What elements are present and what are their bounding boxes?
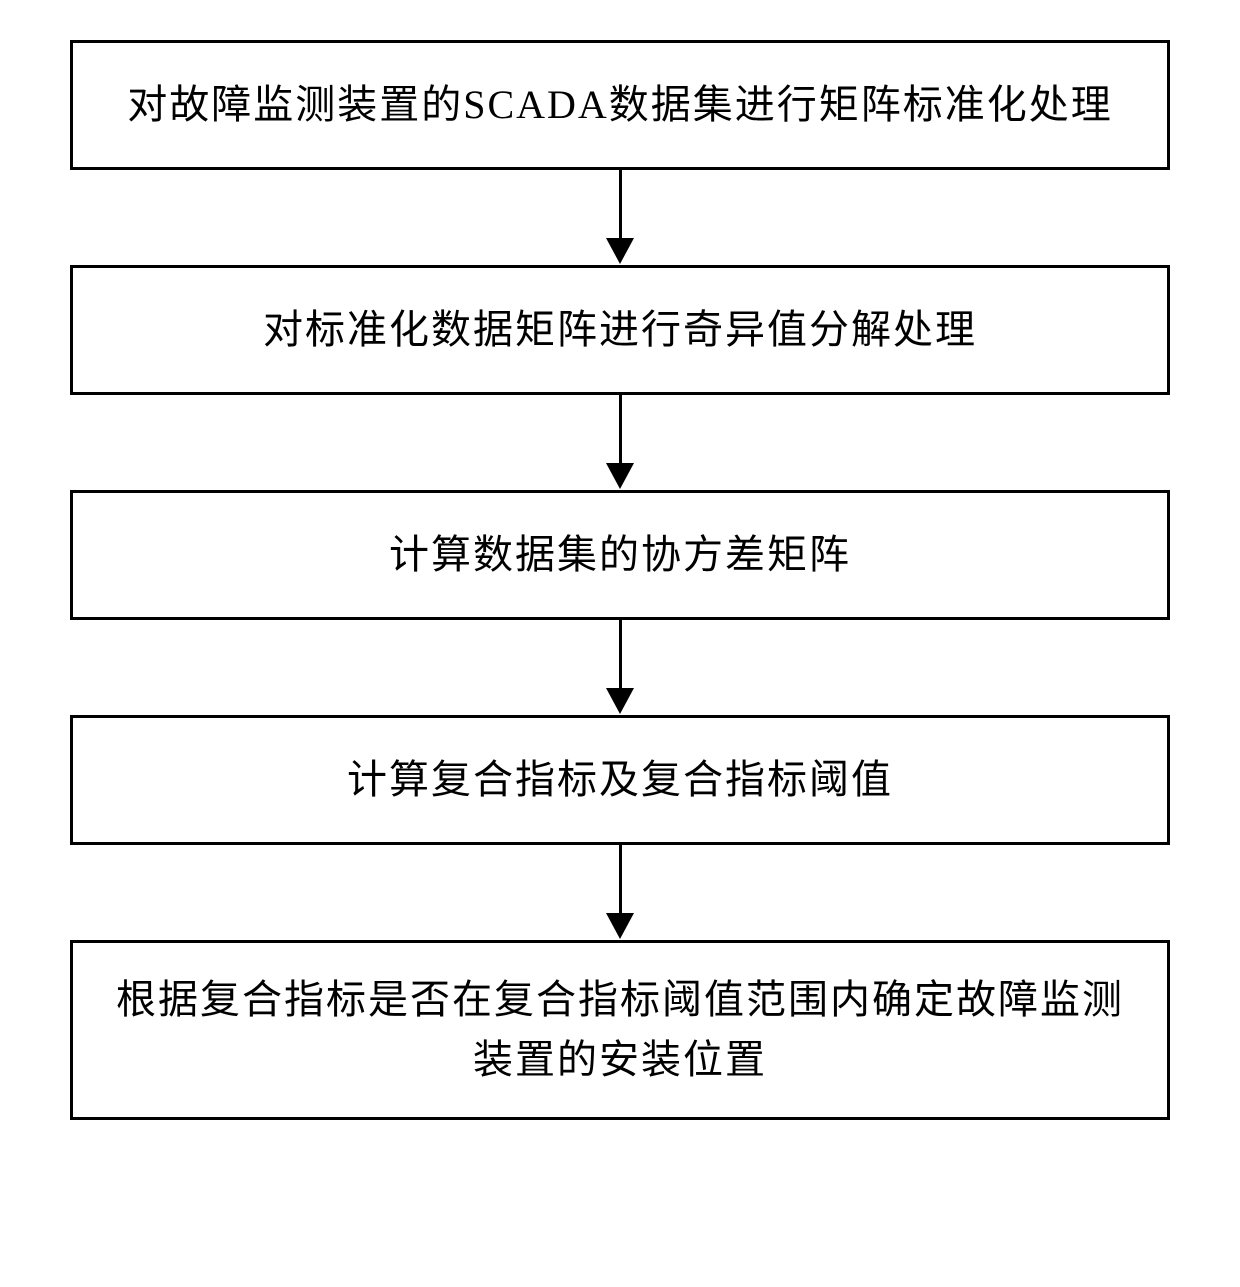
arrow-2 — [606, 395, 634, 490]
arrow-line-icon — [619, 170, 622, 238]
arrow-line-icon — [619, 620, 622, 688]
arrow-line-icon — [619, 395, 622, 463]
flow-step-5: 根据复合指标是否在复合指标阈值范围内确定故障监测装置的安装位置 — [70, 940, 1170, 1120]
arrow-4 — [606, 845, 634, 940]
arrow-3 — [606, 620, 634, 715]
arrow-1 — [606, 170, 634, 265]
arrow-head-icon — [606, 463, 634, 489]
flow-step-4: 计算复合指标及复合指标阈值 — [70, 715, 1170, 845]
flow-step-2-text: 对标准化数据矩阵进行奇异值分解处理 — [263, 300, 977, 360]
flow-step-5-text: 根据复合指标是否在复合指标阈值范围内确定故障监测装置的安装位置 — [113, 970, 1127, 1090]
flow-step-2: 对标准化数据矩阵进行奇异值分解处理 — [70, 265, 1170, 395]
flow-step-3-text: 计算数据集的协方差矩阵 — [389, 525, 851, 585]
flow-step-3: 计算数据集的协方差矩阵 — [70, 490, 1170, 620]
arrow-head-icon — [606, 688, 634, 714]
flow-step-1: 对故障监测装置的SCADA数据集进行矩阵标准化处理 — [70, 40, 1170, 170]
arrow-head-icon — [606, 913, 634, 939]
flow-step-1-text: 对故障监测装置的SCADA数据集进行矩阵标准化处理 — [127, 75, 1113, 135]
arrow-head-icon — [606, 238, 634, 264]
flow-step-4-text: 计算复合指标及复合指标阈值 — [347, 750, 893, 810]
flowchart-container: 对故障监测装置的SCADA数据集进行矩阵标准化处理 对标准化数据矩阵进行奇异值分… — [0, 0, 1240, 1120]
arrow-line-icon — [619, 845, 622, 913]
